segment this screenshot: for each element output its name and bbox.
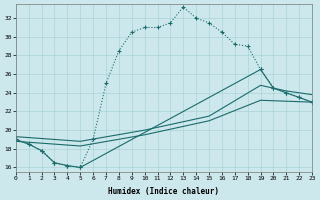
X-axis label: Humidex (Indice chaleur): Humidex (Indice chaleur) <box>108 187 220 196</box>
